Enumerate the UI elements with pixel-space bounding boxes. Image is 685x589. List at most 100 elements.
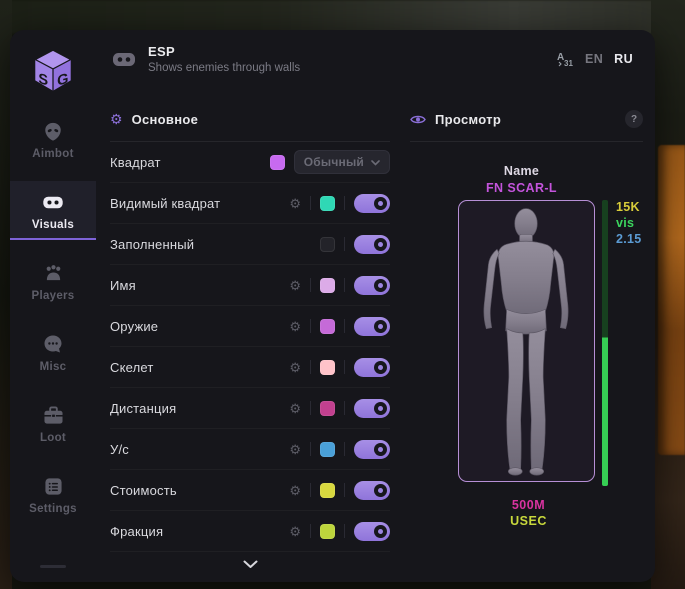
- setting-row: Скелет ⚙: [110, 347, 390, 388]
- control-divider: [310, 319, 311, 333]
- setting-label: Имя: [110, 277, 136, 293]
- setting-row: Имя ⚙: [110, 265, 390, 306]
- settings-rows: Квадрат Обычный Видимый квадрат ⚙ Заполненны…: [110, 142, 390, 552]
- page-subtitle: Shows enemies through walls: [148, 62, 301, 74]
- setting-controls: ⚙: [289, 193, 390, 213]
- setting-row: Видимый квадрат ⚙: [110, 183, 390, 224]
- gear-icon[interactable]: ⚙: [289, 195, 301, 211]
- setting-label: Фракция: [110, 523, 164, 539]
- toggle[interactable]: [354, 234, 390, 254]
- divider: [410, 141, 643, 142]
- eye-icon: [410, 114, 426, 125]
- sidebar-item-players[interactable]: Players: [10, 252, 96, 311]
- language-switcher: A 31 EN RU: [556, 50, 633, 68]
- setting-label: Стоимость: [110, 482, 177, 498]
- color-swatch[interactable]: [320, 441, 335, 457]
- scroll-down-chevron-icon[interactable]: [237, 557, 263, 571]
- control-divider: [344, 483, 345, 497]
- main-body: ESP Shows enemies through walls A 31 EN …: [96, 30, 655, 582]
- dropdown-value: Обычный: [303, 155, 364, 169]
- color-swatch[interactable]: [269, 154, 285, 170]
- gear-icon[interactable]: ⚙: [289, 441, 301, 457]
- control-divider: [310, 442, 311, 456]
- color-swatch[interactable]: [320, 400, 335, 416]
- setting-row: У/с ⚙: [110, 429, 390, 470]
- sidebar-item-misc[interactable]: Misc: [10, 323, 96, 382]
- toggle-knob: [374, 524, 387, 538]
- color-swatch[interactable]: [320, 523, 335, 539]
- sidebar-item-label: Visuals: [31, 219, 75, 231]
- sidebar-item-aimbot[interactable]: Aimbot: [10, 110, 96, 169]
- control-divider: [344, 524, 345, 538]
- control-divider: [344, 237, 345, 251]
- color-swatch[interactable]: [320, 236, 335, 252]
- svg-text:A: A: [557, 52, 564, 63]
- gear-icon[interactable]: ⚙: [289, 482, 301, 498]
- target-stats: 15K vis 2.15: [616, 200, 642, 246]
- lang-ru-button[interactable]: RU: [614, 52, 633, 66]
- chat-icon: [43, 333, 63, 355]
- control-divider: [344, 278, 345, 292]
- gear-icon[interactable]: ⚙: [289, 400, 301, 416]
- control-divider: [310, 196, 311, 210]
- toggle[interactable]: [354, 357, 390, 377]
- chevron-down-icon: [371, 153, 380, 171]
- stat-value: 15K: [616, 200, 640, 214]
- setting-controls: ⚙: [289, 439, 390, 459]
- setting-controls: ⚙: [289, 398, 390, 418]
- toggle-knob: [374, 483, 387, 497]
- toggle-knob: [374, 319, 387, 333]
- toggle[interactable]: [354, 275, 390, 295]
- color-swatch[interactable]: [320, 277, 335, 293]
- control-divider: [344, 401, 345, 415]
- gear-icon[interactable]: ⚙: [289, 523, 301, 539]
- lang-en-button[interactable]: EN: [584, 52, 604, 66]
- settings-panel-header: ⚙ Основное: [110, 108, 390, 130]
- sidebar-item-visuals[interactable]: Visuals: [10, 181, 96, 240]
- preview-area: Name FN SCAR-L: [410, 142, 643, 582]
- sidebar: S G Aimbot Visuals Players Misc Loot Settings: [10, 30, 96, 582]
- dropdown[interactable]: Обычный: [293, 150, 390, 174]
- cheat-menu-window: S G Aimbot Visuals Players Misc Loot Settings: [10, 30, 655, 582]
- control-divider: [344, 319, 345, 333]
- toggle[interactable]: [354, 521, 390, 541]
- gear-icon[interactable]: ⚙: [289, 277, 301, 293]
- gear-icon[interactable]: ⚙: [289, 359, 301, 375]
- players-icon: [43, 262, 64, 284]
- sidebar-item-settings[interactable]: Settings: [10, 465, 96, 524]
- header-titles: ESP Shows enemies through walls: [148, 44, 556, 74]
- mannequin-figure: [483, 208, 569, 476]
- sidebar-item-loot[interactable]: Loot: [10, 394, 96, 453]
- color-swatch[interactable]: [320, 482, 335, 498]
- goggles-icon: [112, 51, 136, 68]
- background-orange-crate: [658, 145, 685, 455]
- toggle[interactable]: [354, 480, 390, 500]
- toggle[interactable]: [354, 439, 390, 459]
- svg-text:S: S: [38, 71, 48, 89]
- help-button[interactable]: ?: [625, 110, 643, 128]
- target-faction: USEC: [510, 514, 547, 528]
- setting-label: У/с: [110, 441, 129, 457]
- color-swatch[interactable]: [320, 359, 335, 375]
- color-swatch[interactable]: [320, 318, 335, 334]
- sidebar-resize-handle[interactable]: [40, 565, 66, 568]
- gear-icon[interactable]: ⚙: [289, 318, 301, 334]
- toggle[interactable]: [354, 316, 390, 336]
- background-top-strip: [0, 0, 685, 34]
- control-divider: [310, 401, 311, 415]
- toggle-knob: [374, 196, 387, 210]
- color-swatch[interactable]: [320, 195, 335, 211]
- content: ⚙ Основное Квадрат Обычный Видимый квадрат…: [96, 88, 655, 582]
- app-logo-cube-icon: S G: [23, 40, 83, 102]
- stat-value: vis: [616, 216, 635, 230]
- toggle[interactable]: [354, 193, 390, 213]
- setting-label: Оружие: [110, 318, 159, 334]
- control-divider: [344, 196, 345, 210]
- toggle[interactable]: [354, 398, 390, 418]
- window-header: ESP Shows enemies through walls A 31 EN …: [96, 30, 655, 88]
- briefcase-icon: [43, 404, 64, 426]
- settings-panel-title: Основное: [131, 111, 199, 127]
- divider: [110, 141, 390, 142]
- sidebar-item-label: Aimbot: [32, 148, 74, 160]
